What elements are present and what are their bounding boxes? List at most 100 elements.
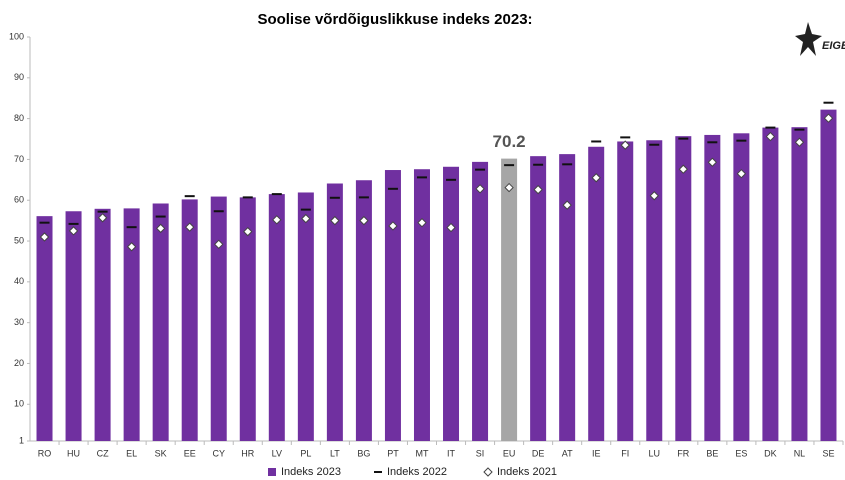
bar	[646, 140, 663, 441]
bar	[297, 192, 314, 441]
bar	[181, 199, 198, 441]
diamond-marker	[707, 157, 718, 167]
y-tick-label: 20	[14, 358, 24, 368]
bar	[733, 133, 750, 441]
x-tick-label: BE	[706, 448, 718, 458]
diamond-marker	[562, 200, 572, 210]
x-tick-label: CY	[212, 448, 225, 458]
bar	[355, 180, 372, 441]
x-tick-label: EU	[503, 448, 516, 458]
diamond-marker	[272, 215, 282, 225]
data-label: 70.2	[493, 132, 526, 151]
y-tick-label: 40	[14, 276, 24, 286]
x-tick-label: LT	[330, 448, 340, 458]
x-tick-label: HR	[241, 448, 254, 458]
logo-text: EIGE	[822, 40, 845, 52]
diamond-marker	[388, 221, 398, 231]
y-tick-label: 80	[14, 113, 24, 123]
y-tick-label: 90	[14, 72, 24, 82]
bar	[588, 146, 605, 441]
x-tick-label: AT	[562, 448, 573, 458]
legend-label: Indeks 2023	[281, 466, 341, 478]
y-tick-label: 30	[14, 317, 24, 327]
bar	[791, 127, 808, 442]
diamond-marker	[736, 168, 747, 179]
y-tick-label: 70	[14, 154, 24, 164]
diamond-marker	[39, 232, 50, 242]
bar	[675, 136, 692, 441]
bar	[530, 156, 547, 441]
logo-star	[795, 22, 822, 56]
x-tick-label: NL	[794, 448, 806, 458]
bar	[501, 158, 518, 441]
y-tick-label: 10	[14, 399, 24, 409]
bar	[443, 166, 460, 441]
legend-swatch	[483, 467, 493, 477]
legend-label: Indeks 2021	[497, 466, 557, 478]
x-tick-label: EL	[126, 448, 137, 458]
bar	[472, 161, 489, 441]
chart-title: Soolise võrdõiguslikkuse indeks 2023:	[257, 11, 532, 28]
diamond-marker	[155, 223, 166, 234]
diamond-marker	[68, 226, 79, 236]
y-tick-label: 50	[14, 235, 24, 245]
bar	[239, 197, 256, 441]
diamond-marker	[620, 140, 630, 150]
diamond-marker	[417, 217, 427, 228]
bar	[210, 196, 227, 441]
bar	[36, 216, 53, 441]
legend-label: Indeks 2022	[387, 466, 447, 478]
bar	[413, 169, 430, 441]
bar	[152, 203, 169, 441]
x-tick-label: SI	[476, 448, 485, 458]
x-tick-label: IT	[447, 448, 456, 458]
bar	[326, 183, 343, 441]
x-tick-label: SE	[822, 448, 834, 458]
diamond-marker	[475, 184, 485, 194]
bar	[65, 211, 82, 441]
bar	[94, 208, 111, 441]
bar	[704, 134, 721, 441]
diamond-marker	[533, 184, 543, 195]
legend-swatch	[268, 468, 276, 476]
bar	[762, 127, 779, 442]
y-tick-label: 1	[19, 435, 24, 445]
x-tick-label: LV	[272, 448, 282, 458]
diamond-marker	[214, 239, 224, 250]
x-tick-label: HU	[67, 448, 80, 458]
x-tick-label: DE	[532, 448, 545, 458]
diamond-marker	[765, 131, 776, 142]
diamond-marker	[126, 242, 137, 252]
x-tick-label: RO	[38, 448, 52, 458]
diamond-marker	[330, 215, 340, 226]
x-tick-label: FI	[621, 448, 629, 458]
diamond-marker	[243, 226, 253, 237]
x-tick-label: FR	[677, 448, 689, 458]
x-tick-label: DK	[764, 448, 777, 458]
x-tick-label: SK	[155, 448, 167, 458]
bar	[820, 109, 837, 442]
diamond-marker	[446, 222, 456, 233]
diamond-marker	[359, 215, 369, 226]
diamond-marker	[184, 222, 195, 232]
x-tick-label: CZ	[97, 448, 109, 458]
diamond-marker	[823, 113, 834, 123]
bar	[268, 194, 285, 441]
y-tick-label: 60	[14, 195, 24, 205]
x-tick-label: MT	[415, 448, 428, 458]
diamond-marker	[649, 191, 659, 201]
bar	[617, 141, 634, 441]
diamond-marker	[97, 213, 108, 223]
diamond-marker	[678, 164, 689, 174]
x-tick-label: LU	[649, 448, 661, 458]
bar	[123, 208, 140, 441]
x-tick-label: PL	[300, 448, 311, 458]
diamond-marker	[301, 213, 311, 224]
x-tick-label: PT	[387, 448, 399, 458]
bar	[384, 170, 401, 441]
x-tick-label: IE	[592, 448, 601, 458]
diamond-marker	[591, 173, 601, 183]
logo: EIGE	[795, 22, 845, 56]
bar	[559, 154, 576, 441]
